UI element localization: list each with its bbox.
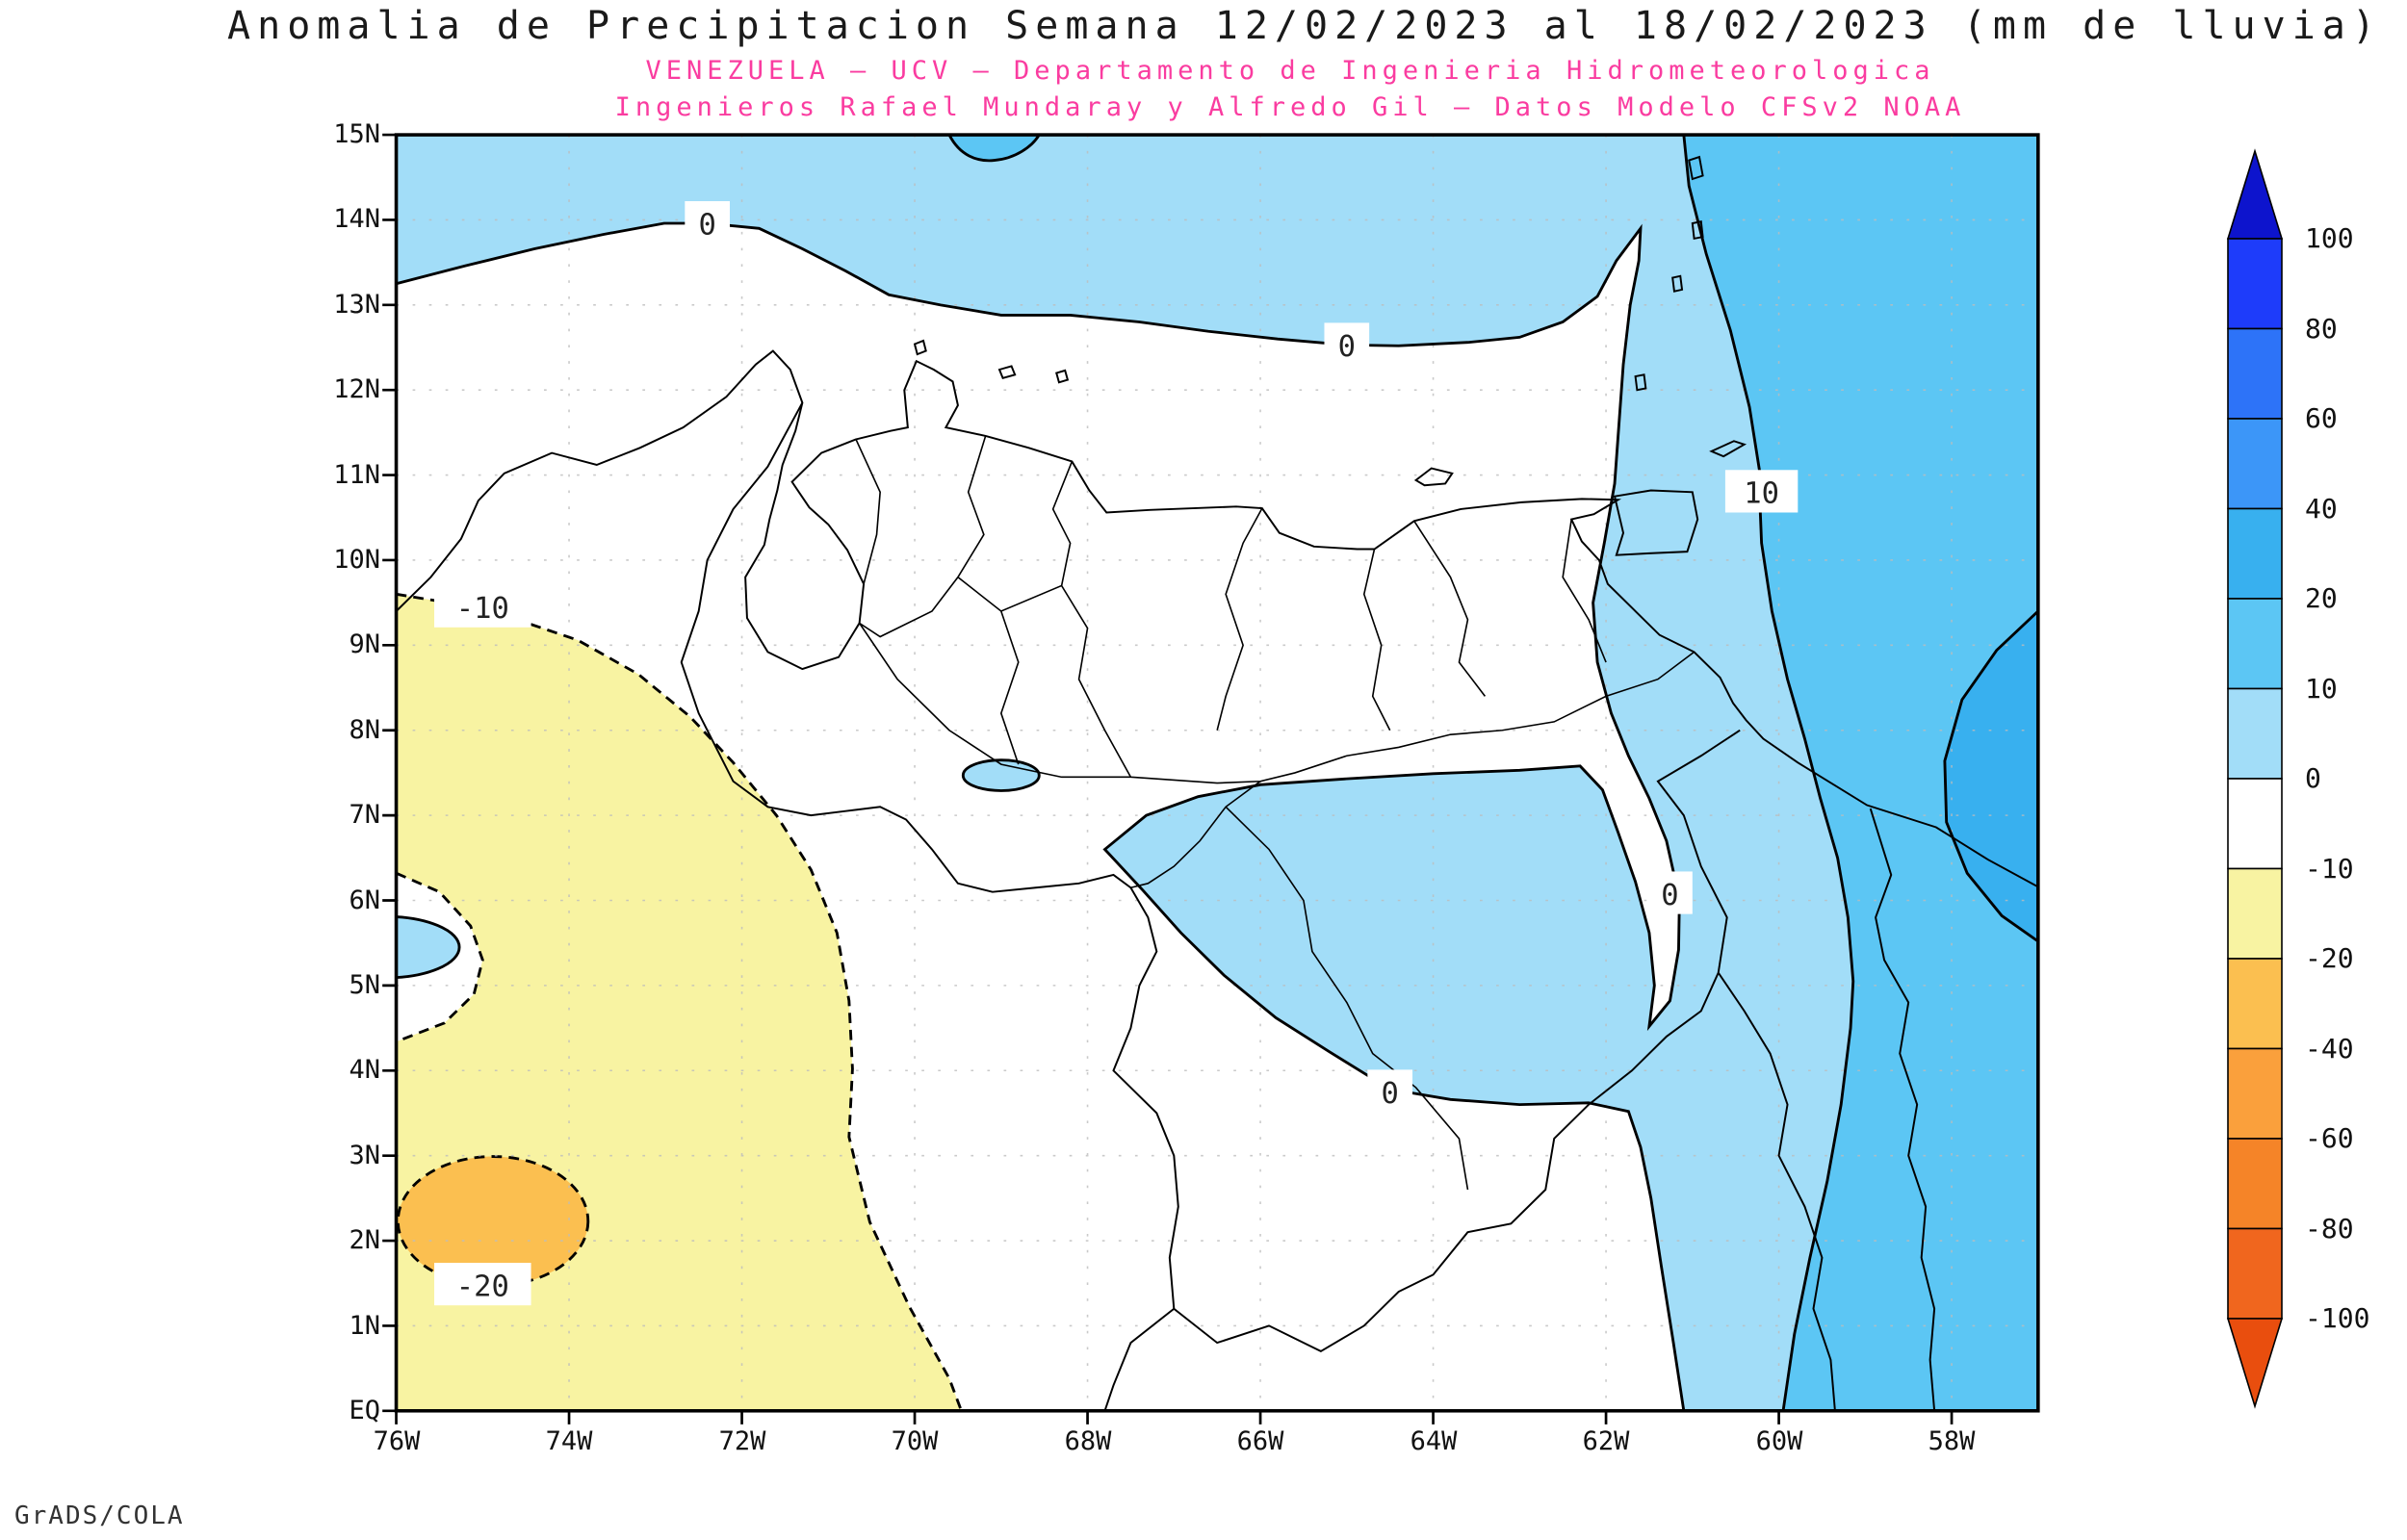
contour-label: 0 <box>1338 330 1356 364</box>
contour-line-20 <box>1943 609 2038 943</box>
colorbar-segment <box>2227 327 2283 420</box>
contour-label: 0 <box>1661 879 1678 912</box>
contour-line-10 <box>1682 135 1855 1411</box>
colorbar <box>2226 148 2284 1409</box>
x-axis-label: 72W <box>718 1426 766 1456</box>
colorbar-segment <box>2227 238 2283 330</box>
x-axis-label: 68W <box>1064 1426 1112 1456</box>
x-axis-label: 76W <box>373 1426 421 1456</box>
plot-subtitle-authors: Ingenieros Rafael Mundaray y Alfredo Gil… <box>614 92 1966 122</box>
region-lens-west <box>396 915 461 980</box>
region-positive-20-40 <box>1944 611 2038 941</box>
colorbar-segment <box>2227 418 2283 510</box>
state-borders <box>855 435 1695 1191</box>
islands-outline <box>913 155 1747 556</box>
colorbar-label: -100 <box>2305 1302 2370 1334</box>
y-axis-label: 11N <box>333 460 380 490</box>
colorbar-label: 10 <box>2305 673 2338 705</box>
colorbar-label: 80 <box>2305 313 2338 345</box>
axis-ticks <box>382 133 1954 1424</box>
colorbar-label: 40 <box>2305 493 2338 525</box>
colorbar-segment <box>2227 687 2283 780</box>
contour-label: 0 <box>1381 1077 1398 1111</box>
colorbar-label: -40 <box>2305 1033 2354 1065</box>
x-axis-label: 64W <box>1410 1426 1458 1456</box>
colorbar-arrow-top <box>2226 148 2284 240</box>
colorbar-label: -60 <box>2305 1122 2354 1154</box>
colorbar-arrow-bottom <box>2226 1318 2284 1409</box>
country-borders <box>680 402 1936 1411</box>
anomaly-map: 0 0 10 -10 0 0 -20 <box>382 133 2040 1424</box>
colorbar-segment <box>2227 1047 2283 1140</box>
y-axis-label: 3N <box>349 1141 380 1170</box>
y-axis-label: 2N <box>349 1225 380 1255</box>
contour-label: 10 <box>1744 477 1779 511</box>
contour-label: -20 <box>456 1270 509 1304</box>
y-axis-label: 8N <box>349 715 380 745</box>
colorbar-segment <box>2227 958 2283 1050</box>
y-axis-label: 10N <box>333 545 380 575</box>
x-axis-label: 66W <box>1236 1426 1284 1456</box>
colorbar-label: -10 <box>2305 853 2354 885</box>
x-axis-label: 74W <box>545 1426 593 1456</box>
contour-line-0 <box>396 221 1686 1411</box>
coastline <box>396 349 2038 888</box>
region-top-loop <box>947 135 1041 163</box>
map-frame <box>394 133 2040 1413</box>
y-axis-label: 15N <box>333 119 380 149</box>
colorbar-label: 20 <box>2305 582 2338 614</box>
colorbar-label: -80 <box>2305 1213 2354 1245</box>
x-axis-label: 70W <box>891 1426 939 1456</box>
grads-credit: GrADS/COLA <box>14 1502 185 1530</box>
y-axis-label: 1N <box>349 1311 380 1341</box>
colorbar-segment <box>2227 1227 2283 1320</box>
plot-subtitle-institution: VENEZUELA – UCV – Departamento de Ingeni… <box>645 56 1935 86</box>
x-axis-label: 62W <box>1582 1426 1630 1456</box>
contour-label-group: 0 0 10 -10 0 0 -20 <box>434 201 1799 1306</box>
y-axis-label: 13N <box>333 290 380 320</box>
plot-title: Anomalia de Precipitacion Semana 12/02/2… <box>227 4 2382 48</box>
y-axis-label: 12N <box>333 374 380 404</box>
y-axis-label: EQ <box>349 1396 380 1425</box>
contour-label: 0 <box>698 209 715 243</box>
colorbar-segment <box>2227 1138 2283 1230</box>
x-axis-label: 60W <box>1755 1426 1803 1456</box>
colorbar-label: -20 <box>2305 942 2354 974</box>
y-axis-label: 14N <box>333 204 380 234</box>
colorbar-label: 100 <box>2305 222 2354 254</box>
y-axis-label: 4N <box>349 1055 380 1085</box>
colorbar-segment <box>2227 507 2283 600</box>
region-positive-10-20 <box>1683 135 2038 1411</box>
y-axis-label: 6N <box>349 886 380 915</box>
contour-line-minus10 <box>396 592 963 1411</box>
colorbar-segment <box>2227 867 2283 960</box>
region-positive-0-10 <box>396 135 2038 1411</box>
colorbar-label: 60 <box>2305 402 2338 434</box>
y-axis-label: 7N <box>349 800 380 830</box>
colorbar-segment <box>2227 598 2283 690</box>
contour-label: -10 <box>456 592 509 626</box>
x-axis-label: 58W <box>1928 1426 1976 1456</box>
y-axis-label: 9N <box>349 629 380 659</box>
colorbar-label: 0 <box>2305 762 2321 794</box>
colorbar-segment <box>2227 778 2283 870</box>
y-axis-label: 5N <box>349 970 380 1000</box>
